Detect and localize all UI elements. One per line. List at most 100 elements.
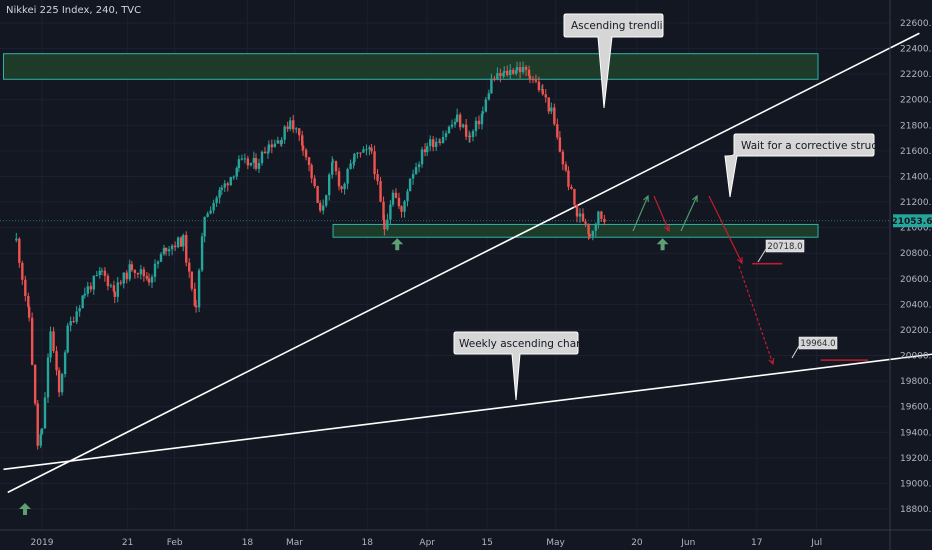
candle [81, 295, 84, 309]
target-label-19964[interactable]: 19964.0 [791, 336, 838, 359]
candle [69, 316, 72, 332]
candle-body [471, 131, 475, 137]
candle [162, 244, 166, 256]
projection-up-arrow-1-head [643, 194, 649, 203]
candle [490, 73, 493, 94]
candle-body [188, 262, 191, 272]
candle [263, 146, 267, 154]
candle-body [43, 397, 47, 429]
candle [502, 71, 505, 79]
candle [30, 312, 34, 366]
candle-body [370, 147, 373, 152]
candle [524, 65, 528, 76]
candle-body [441, 136, 445, 144]
candle-body [145, 276, 149, 279]
candle [426, 142, 429, 156]
candle [185, 231, 188, 267]
trendline-callout[interactable]: Ascending trendline [563, 13, 676, 109]
candle-body [327, 174, 331, 196]
up-arrow-icon [656, 238, 669, 251]
candle-body [509, 69, 512, 76]
projection-up-arrow-2-head [691, 194, 698, 203]
candle-body [257, 163, 261, 169]
candle [283, 125, 286, 144]
target-label-19964-text: 19964.0 [800, 339, 835, 349]
candle [147, 273, 151, 286]
candle-body [113, 291, 116, 297]
candle-body [280, 139, 283, 145]
candle [60, 372, 64, 396]
candle-body [524, 66, 528, 70]
candle-body [72, 321, 75, 323]
candle-body [220, 187, 223, 190]
candle-body [301, 145, 305, 150]
candle-body [109, 285, 113, 287]
candle-body [263, 151, 267, 154]
candle-body [206, 213, 209, 217]
candle [113, 290, 116, 304]
candle [229, 176, 232, 186]
zone-layer [2, 53, 819, 238]
candle [252, 151, 256, 170]
candle [145, 272, 149, 281]
candle [379, 177, 382, 203]
candle [584, 218, 587, 228]
candle [564, 161, 568, 173]
candle [203, 216, 206, 243]
candle [66, 322, 69, 354]
up-arrow-icon [19, 503, 31, 515]
candle [575, 204, 579, 223]
candle [324, 194, 328, 208]
candle [52, 327, 55, 354]
candle-body [243, 158, 247, 160]
candle [249, 162, 253, 167]
candle-body [18, 238, 21, 263]
candle [346, 167, 349, 190]
candle [588, 233, 592, 239]
candle [212, 199, 215, 214]
candle [528, 74, 532, 84]
candle [558, 131, 562, 153]
y-tick-label: 21800.0 [900, 121, 932, 131]
candle-body [226, 183, 229, 186]
x-tick-label: Jul [810, 538, 822, 548]
target-label-20718[interactable]: 20718.0 [757, 239, 805, 263]
candle-layer [15, 61, 606, 450]
candle [408, 178, 412, 192]
candle [397, 192, 401, 210]
candle-body [289, 120, 292, 129]
y-tick-label: 20200.0 [900, 326, 932, 336]
candle [83, 287, 86, 299]
candle [400, 205, 403, 218]
candle [484, 96, 488, 113]
candle-body [394, 192, 398, 198]
candle [337, 167, 341, 191]
projection-down-arrow-1-shaft [653, 195, 670, 232]
candle [125, 270, 128, 284]
candle [376, 169, 379, 185]
projection-up-arrow-2 [680, 194, 698, 232]
candle [40, 428, 44, 435]
candle [487, 89, 491, 101]
candle [537, 76, 541, 93]
candle [209, 206, 212, 215]
candle-body [397, 197, 401, 207]
candle-body [260, 151, 264, 164]
candle-body [376, 174, 379, 182]
candle [307, 157, 311, 172]
wait-callout[interactable]: Wait for a corrective structure [724, 133, 898, 198]
candle [46, 353, 50, 403]
candle [103, 267, 107, 282]
candle-body [78, 308, 81, 312]
candle [438, 138, 442, 146]
candle-body [334, 161, 338, 172]
candle [389, 200, 392, 226]
channel-callout[interactable]: Weekly ascending channel [453, 331, 599, 401]
candle [100, 267, 104, 276]
candle-body [362, 149, 365, 153]
candle-body [499, 73, 502, 77]
candle [142, 266, 146, 282]
candle [197, 268, 201, 312]
